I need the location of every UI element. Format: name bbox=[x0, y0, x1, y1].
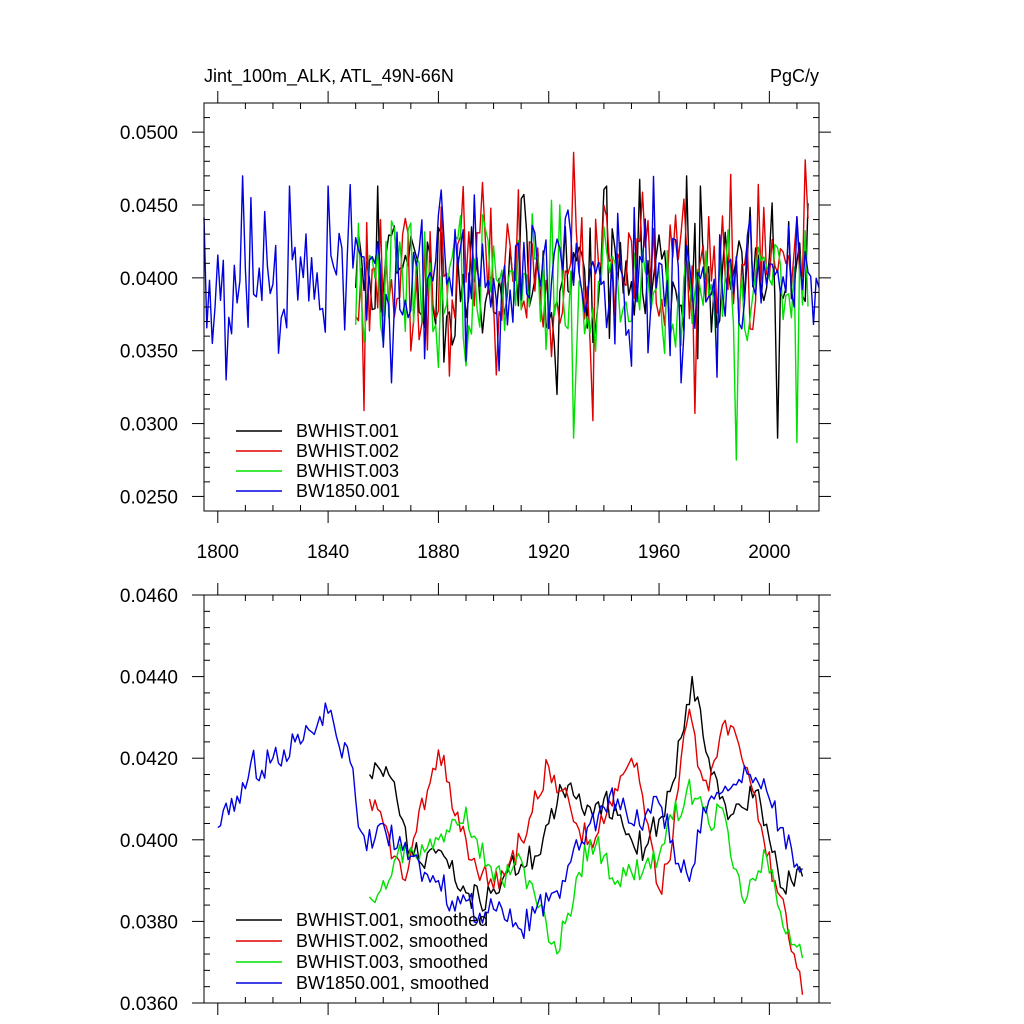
legend-label: BWHIST.002, smoothed bbox=[296, 931, 488, 951]
bottom-series-bw1850-001-smoothed bbox=[217, 702, 804, 940]
legend-label: BWHIST.001, smoothed bbox=[296, 910, 488, 930]
y-tick-label: 0.0360 bbox=[120, 994, 178, 1015]
y-tick-label: 0.0400 bbox=[120, 269, 178, 290]
x-tick-label: 1960 bbox=[638, 542, 680, 563]
x-tick-label: 1920 bbox=[528, 542, 570, 563]
y-tick-label: 0.0450 bbox=[120, 196, 178, 217]
legend-label: BW1850.001, smoothed bbox=[296, 973, 489, 993]
y-tick-label: 0.0420 bbox=[120, 749, 178, 770]
x-tick-label: 1800 bbox=[197, 542, 239, 563]
top-panel: 1800 1840 1880 1920 1960 2000 0.0250 0.0300 0.03… bbox=[120, 91, 831, 563]
top-series-bwhist-002 bbox=[355, 151, 809, 422]
legend-label: BWHIST.003, smoothed bbox=[296, 952, 488, 972]
bottom-series-bwhist-003-smoothed bbox=[368, 778, 804, 959]
bottom-panel: 0.0360 0.0380 0.0400 0.0420 0.0440 0.0460 BWHI… bbox=[120, 583, 831, 1015]
y-tick-label: 0.0350 bbox=[120, 342, 178, 363]
y-tick-label: 0.0300 bbox=[120, 415, 178, 436]
y-tick-label: 0.0500 bbox=[120, 123, 178, 144]
legend-label: BWHIST.001 bbox=[296, 421, 399, 441]
x-tick-label: 1880 bbox=[417, 542, 459, 563]
units-label: PgC/y bbox=[770, 66, 819, 86]
bottom-series-bwhist-001-smoothed bbox=[368, 675, 804, 912]
y-tick-label: 0.0400 bbox=[120, 831, 178, 852]
top-chart-title: Jint_100m_ALK, ATL_49N-66N bbox=[204, 66, 454, 87]
x-tick-label: 2000 bbox=[748, 542, 790, 563]
y-tick-label: 0.0440 bbox=[120, 668, 178, 689]
plot-frame bbox=[203, 594, 820, 1004]
legend-label: BWHIST.002 bbox=[296, 441, 399, 461]
legend-label: BWHIST.003 bbox=[296, 461, 399, 481]
y-tick-label: 0.0460 bbox=[120, 586, 178, 607]
y-tick-label: 0.0250 bbox=[120, 487, 178, 508]
y-tick-label: 0.0380 bbox=[120, 912, 178, 933]
x-tick-label: 1840 bbox=[307, 542, 349, 563]
legend-label: BW1850.001 bbox=[296, 481, 400, 501]
top-series-bw1850-001 bbox=[203, 175, 820, 384]
